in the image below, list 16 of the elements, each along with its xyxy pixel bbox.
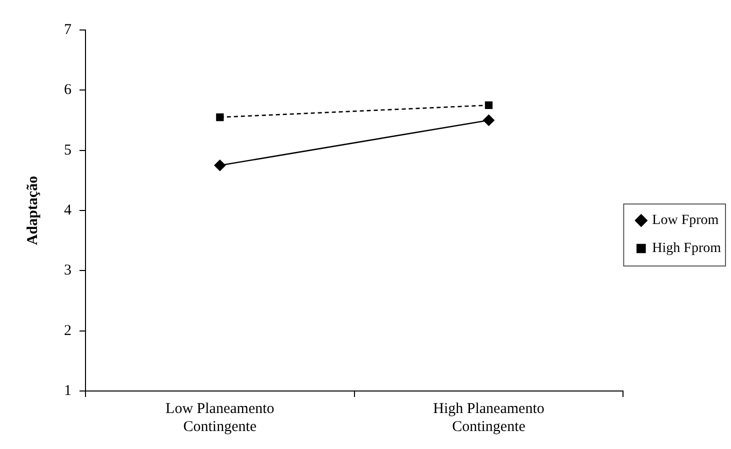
y-tick-label: 7	[64, 22, 72, 38]
point	[214, 160, 226, 172]
y-axis-title: Adaptação	[24, 176, 41, 246]
y-tick-label: 5	[64, 142, 72, 158]
y-tick-label: 2	[64, 322, 72, 339]
point	[216, 113, 224, 122]
legend-label: High Fprom	[652, 241, 722, 256]
y-tick-label: 4	[64, 202, 72, 218]
y-tick-label: 6	[64, 82, 72, 98]
x-tick-label: Low Planeamento Contingente	[166, 400, 274, 435]
point	[483, 114, 494, 126]
point	[484, 101, 493, 110]
y-tick-label: 3	[64, 262, 72, 279]
y-tick-label: 1	[64, 382, 72, 399]
x-tick-label: High Planeamento Contingente	[433, 400, 544, 435]
legend-label: Low Fprom	[652, 213, 719, 228]
